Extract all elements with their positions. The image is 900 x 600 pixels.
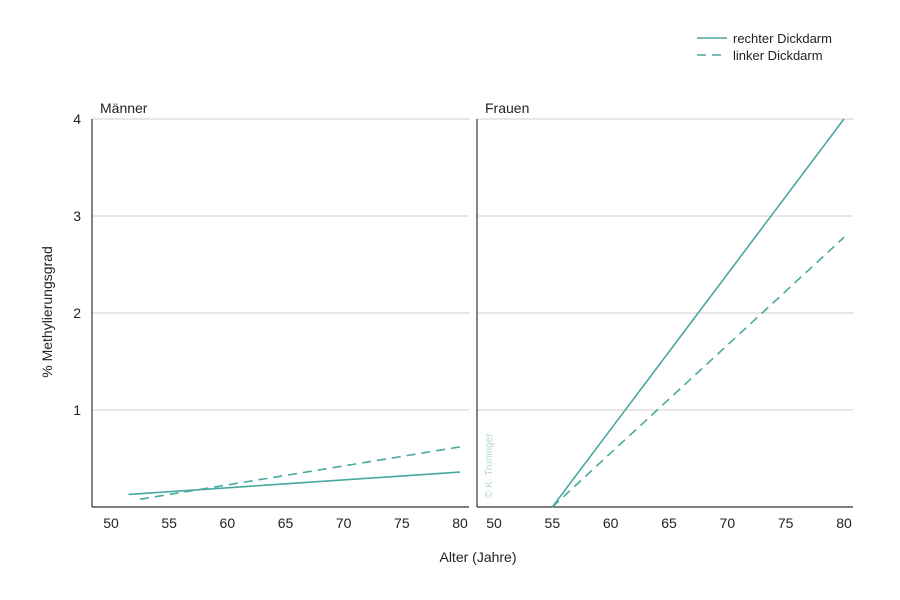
- x-tick-label: 50: [486, 515, 502, 531]
- legend: rechter Dickdarm linker Dickdarm: [697, 31, 832, 63]
- x-tick-label: 60: [220, 515, 236, 531]
- series-line-rechter: [551, 118, 845, 508]
- panel-title: Frauen: [485, 100, 529, 116]
- panel-frauen: Frauen 50 55 60 65 70 75 80: [476, 100, 853, 531]
- x-tick-label: 70: [336, 515, 352, 531]
- y-tick-label: 2: [73, 305, 81, 321]
- x-tick-label: 55: [545, 515, 561, 531]
- y-axis-label: % Methylierungsgrad: [39, 246, 55, 378]
- legend-label-rechter: rechter Dickdarm: [733, 31, 832, 46]
- legend-label-linker: linker Dickdarm: [733, 48, 823, 63]
- x-tick-label: 70: [720, 515, 736, 531]
- x-tick-label: 80: [836, 515, 852, 531]
- x-tick-label: 80: [452, 515, 468, 531]
- panel-title: Männer: [100, 100, 148, 116]
- y-tick-label: 1: [73, 402, 81, 418]
- x-tick-label: 50: [103, 515, 119, 531]
- x-tick-label: 55: [161, 515, 177, 531]
- series-line-rechter: [128, 471, 461, 496]
- watermark: © K. Truninger: [484, 433, 495, 498]
- series-line-linker: [139, 446, 461, 500]
- y-tick-label: 3: [73, 208, 81, 224]
- y-tick-label: 4: [73, 111, 81, 127]
- x-tick-label: 75: [394, 515, 410, 531]
- x-tick-label: 75: [778, 515, 794, 531]
- x-tick-label: 65: [278, 515, 294, 531]
- x-tick-label: 60: [603, 515, 619, 531]
- x-axis-label: Alter (Jahre): [439, 549, 516, 565]
- x-tick-label: 65: [661, 515, 677, 531]
- series-line-linker: [551, 236, 845, 508]
- panel-maenner: Männer 50 55 60 65 70 75 80 1 2 3 4: [73, 100, 469, 531]
